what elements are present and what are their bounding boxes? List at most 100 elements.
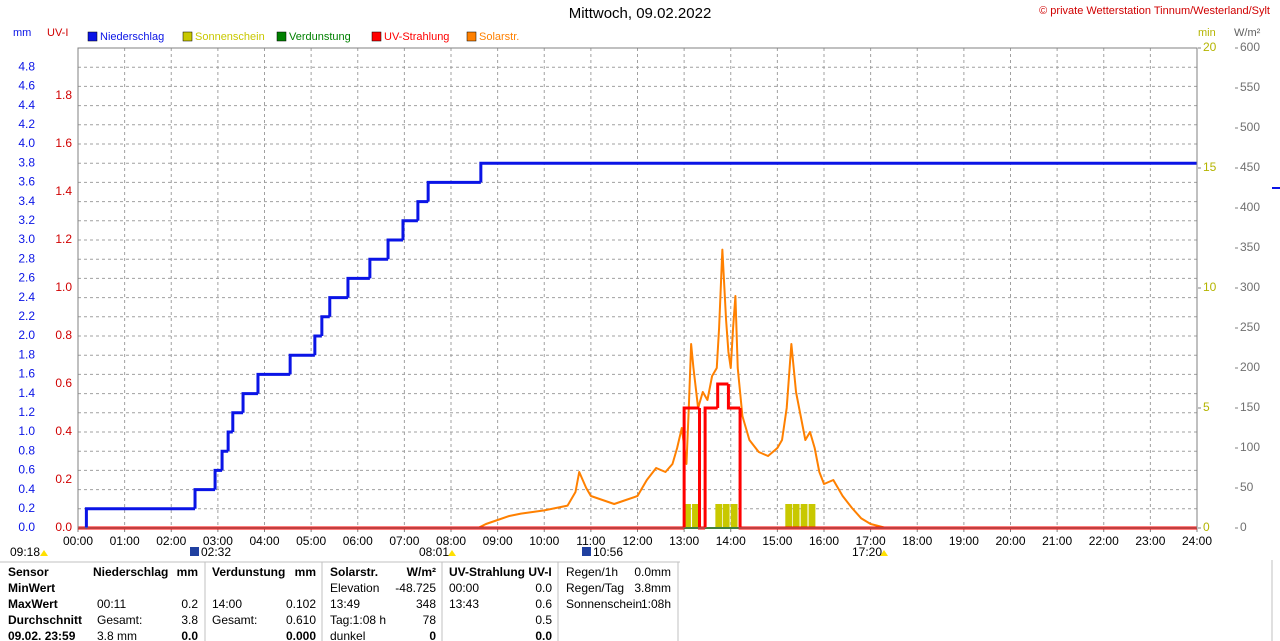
table-row-label: MinWert <box>8 581 55 595</box>
table-header-unit: W/m² <box>407 565 436 579</box>
x-tick-label: 02:00 <box>156 534 186 548</box>
bar <box>808 504 816 528</box>
y-tick-label: 150 <box>1240 400 1260 414</box>
y-tick-label: 600 <box>1240 40 1260 54</box>
step-segment <box>479 161 1197 183</box>
moon-icon <box>190 547 199 556</box>
table-cell: 13:43 <box>449 597 479 611</box>
step-segment <box>193 488 216 509</box>
table-cell: 3.8 mm <box>97 629 137 641</box>
y-tick-label: 0.6 <box>55 376 72 390</box>
x-tick-label: 10:00 <box>529 534 559 548</box>
y-axis-label: mm <box>13 27 31 39</box>
table-value: 348 <box>416 597 436 611</box>
y-tick-label: 0.6 <box>18 463 35 477</box>
table-value: 3.8 <box>181 613 198 627</box>
y-tick-label: 0.4 <box>18 482 35 496</box>
bar <box>715 504 723 528</box>
y-tick-label: 2.8 <box>18 251 35 265</box>
y-tick-label: 300 <box>1240 280 1260 294</box>
y-tick-label: 2.4 <box>18 290 35 304</box>
table-value: 0.2 <box>181 597 198 611</box>
y-tick-label: 4.4 <box>18 98 35 112</box>
table-cell: 13:49 <box>330 597 360 611</box>
step-segment <box>256 372 291 394</box>
y-tick-label: 0.0 <box>18 520 35 534</box>
plot-frame <box>77 47 1198 529</box>
y-tick-label: 1.8 <box>55 88 72 102</box>
x-tick-label: 05:00 <box>296 534 326 548</box>
sun-icon <box>448 550 456 556</box>
y-tick-label: 0.8 <box>18 443 35 457</box>
y2-axis-label: UV-I <box>47 27 68 39</box>
x-tick-label: 11:00 <box>576 534 605 548</box>
x-tick-label: 06:00 <box>343 534 373 548</box>
table-value: 0.102 <box>286 597 316 611</box>
step-segment <box>288 353 315 375</box>
x-tick-label: 17:00 <box>856 534 886 548</box>
y-tick-label: 2.6 <box>18 271 35 285</box>
table-header: Solarstr. <box>330 565 378 579</box>
line <box>477 248 887 529</box>
x-tick-label: 21:00 <box>1042 534 1072 548</box>
table-row-label: 09.02. 23:59 <box>8 629 76 641</box>
step-segment <box>84 507 196 528</box>
legend-label: Solarstr. <box>479 31 519 43</box>
x-tick-label: 07:00 <box>389 534 419 548</box>
y-tick-label: 4.8 <box>18 59 35 73</box>
legend-swatch <box>276 31 287 42</box>
y-tick-label: 1.6 <box>55 136 72 150</box>
table-header: Verdunstung <box>212 565 285 579</box>
y-tick-label: 550 <box>1240 80 1260 94</box>
x-tick-label: 09:00 <box>483 534 513 548</box>
time-marker: 17:20 <box>852 545 882 559</box>
y-tick-label: 100 <box>1240 440 1260 454</box>
y-tick-label: 15 <box>1203 160 1217 174</box>
legend-label: UV-Strahlung <box>384 31 449 43</box>
table-cell: Regen/Tag <box>566 581 624 595</box>
y-tick-label: 0 <box>1240 520 1247 534</box>
x-tick-label: 04:00 <box>249 534 279 548</box>
stats-table: Sensor MinWert MaxWert Durchschnitt 09.02. 2… <box>0 560 1273 641</box>
x-tick-label: 01:00 <box>110 534 140 548</box>
table-header: UV-Strahlung UV-I <box>449 565 552 579</box>
legend-swatch <box>182 31 193 42</box>
y-tick-label: 0 <box>1203 520 1210 534</box>
moon-icon <box>582 547 591 556</box>
step-segment <box>401 219 418 240</box>
table-header-unit: mm <box>177 565 198 579</box>
table-value: 0.0 <box>535 581 552 595</box>
y-tick-label: 4.2 <box>18 117 35 131</box>
table-cell: 00:00 <box>449 581 479 595</box>
x-tick-label: 12:00 <box>622 534 652 548</box>
y-tick-label: 400 <box>1240 200 1260 214</box>
step-segment <box>416 200 429 221</box>
table-value: 0.6 <box>535 597 552 611</box>
table-value: 0.610 <box>286 613 316 627</box>
y-tick-label: 3.0 <box>18 232 35 246</box>
y3-axis-label: min <box>1198 27 1216 39</box>
table-cell: dunkel <box>330 629 365 641</box>
y-tick-label: 5 <box>1203 400 1210 414</box>
x-tick-label: 03:00 <box>203 534 233 548</box>
plot-area <box>77 47 1238 532</box>
step-segment <box>213 468 223 490</box>
time-marker: 10:56 <box>593 545 623 559</box>
bar <box>730 504 738 528</box>
table-value: 1:08h <box>641 597 671 611</box>
y-tick-label: 3.6 <box>18 175 35 189</box>
legend-label: Sonnenschein <box>195 31 265 43</box>
y-tick-label: 10 <box>1203 280 1217 294</box>
time-marker: 09:18 <box>10 545 40 559</box>
y-tick-label: 0.0 <box>55 520 72 534</box>
y-tick-label: 1.2 <box>18 405 35 419</box>
bar <box>722 504 730 528</box>
step-segment <box>313 334 322 356</box>
step-segment <box>328 296 348 317</box>
sun-icon <box>880 550 888 556</box>
table-row-label: Durchschnitt <box>8 613 82 627</box>
y-tick-label: 0.2 <box>18 501 35 515</box>
y-tick-label: 1.8 <box>18 347 35 361</box>
chart-title: Mittwoch, 09.02.2022 <box>569 5 712 22</box>
